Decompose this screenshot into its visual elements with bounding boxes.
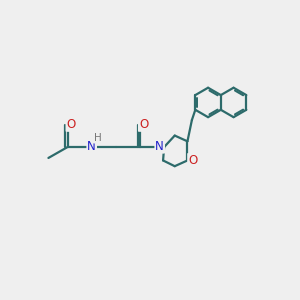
Text: O: O (67, 118, 76, 131)
Text: O: O (188, 154, 197, 167)
Text: H: H (94, 133, 101, 142)
Text: O: O (139, 118, 148, 131)
Text: N: N (155, 140, 164, 153)
Text: N: N (87, 140, 96, 153)
